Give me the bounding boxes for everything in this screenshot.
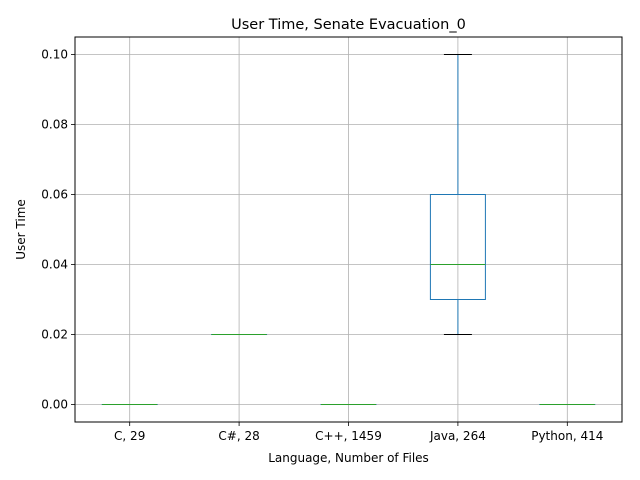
x-axis-label: Language, Number of Files bbox=[268, 451, 429, 465]
box-group bbox=[429, 54, 486, 335]
y-tick-label: 0.10 bbox=[41, 48, 68, 62]
y-tick-label: 0.06 bbox=[41, 188, 68, 202]
x-tick-label: C++, 1459 bbox=[315, 429, 382, 443]
x-tick-label: Java, 264 bbox=[429, 429, 486, 443]
iqr-box bbox=[429, 194, 486, 300]
y-tick-label: 0.08 bbox=[41, 118, 68, 132]
box-plot-series bbox=[101, 54, 596, 406]
y-tick-label: 0.00 bbox=[41, 398, 68, 412]
grid-lines bbox=[75, 37, 622, 422]
x-tick-label: C, 29 bbox=[114, 429, 145, 443]
y-axis-label: User Time bbox=[14, 199, 28, 260]
axis-ticks: 0.00 0.02 0.04 0.06 0.08 0.10 C, 29 C#, 28 C++, … bbox=[41, 48, 603, 444]
x-tick-label: C#, 28 bbox=[218, 429, 259, 443]
x-tick-label: Python, 414 bbox=[531, 429, 603, 443]
chart-title: User Time, Senate Evacuation_0 bbox=[231, 17, 466, 33]
y-tick-label: 0.02 bbox=[41, 328, 68, 342]
y-tick-label: 0.04 bbox=[41, 258, 68, 272]
